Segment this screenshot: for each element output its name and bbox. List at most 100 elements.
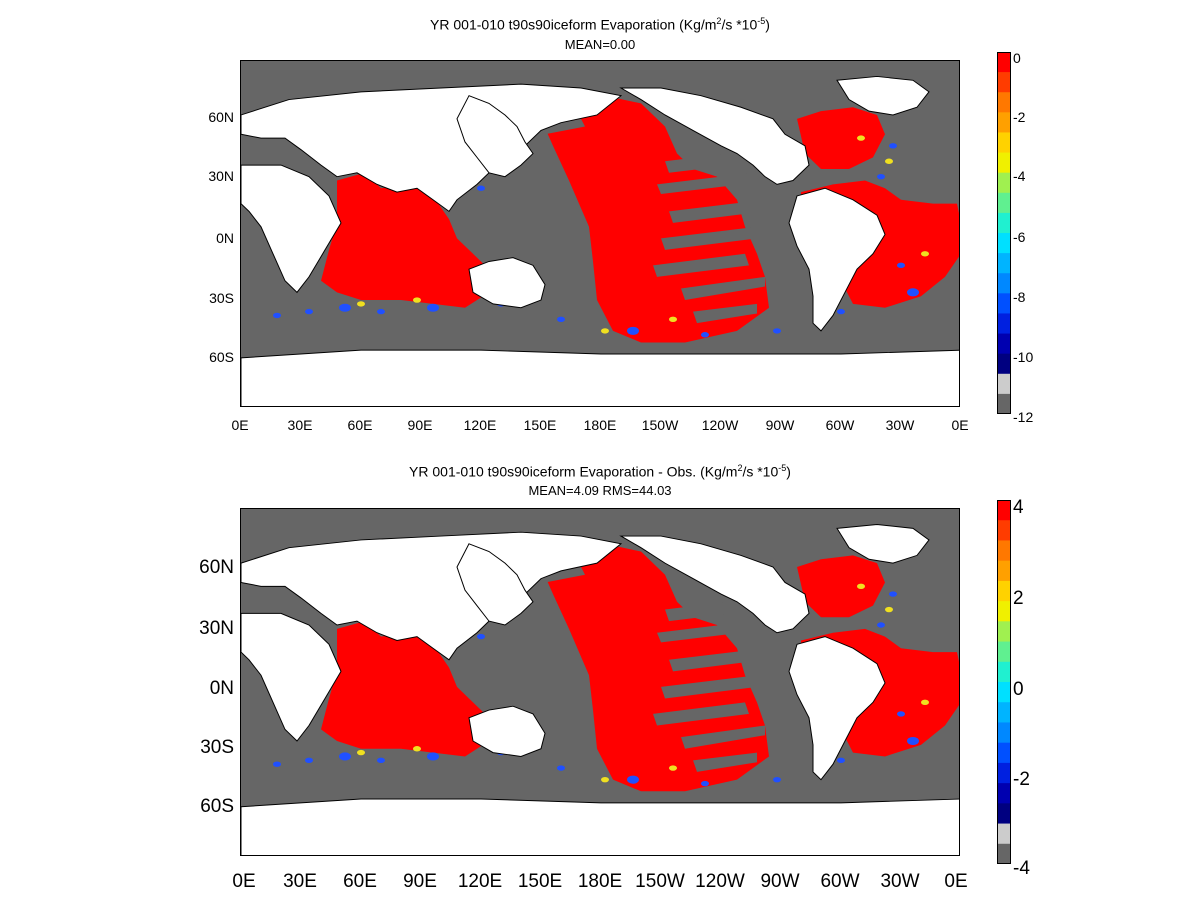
title-text: YR 001-010 t90s90iceform Evaporation - O…	[409, 463, 738, 480]
antarctica	[241, 798, 959, 855]
lat-label: 60N	[199, 557, 234, 578]
lon-label: 150W	[641, 417, 679, 433]
colorbar-label: -2	[1013, 109, 1026, 125]
continent	[468, 257, 546, 309]
lon-label: 90W	[760, 871, 800, 892]
masked-band	[653, 702, 749, 726]
continent	[788, 636, 886, 781]
colorbar-label: 2	[1013, 588, 1024, 609]
lon-label: 120E	[463, 417, 497, 433]
low-value-spot	[897, 262, 905, 269]
lon-label: 60E	[343, 871, 377, 892]
masked-band	[693, 303, 757, 324]
colorbar-segment	[997, 641, 1011, 663]
high-evaporation-region	[541, 539, 769, 792]
low-value-spot	[305, 757, 313, 764]
title-sup: 2	[716, 16, 722, 26]
mid-value-spot	[885, 158, 893, 164]
colorbar-segment	[997, 560, 1011, 582]
low-value-spot	[907, 288, 919, 297]
colorbar-label: -4	[1013, 168, 1026, 184]
lon-label: 180E	[583, 417, 617, 433]
title-sup: -5	[778, 463, 787, 473]
lon-label: 90E	[407, 417, 433, 433]
lon-label: 180E	[577, 871, 623, 892]
colorbar-label: -2	[1013, 769, 1030, 790]
colorbar-segment	[997, 500, 1011, 521]
mid-value-spot	[357, 749, 365, 756]
map-plot	[240, 508, 960, 856]
lat-label: 60S	[200, 796, 234, 817]
low-value-spot	[773, 328, 781, 334]
low-value-spot	[339, 303, 351, 312]
masked-band	[653, 253, 749, 277]
high-evaporation-region	[797, 107, 885, 169]
colorbar-segment	[997, 540, 1011, 562]
title-sup: -5	[757, 16, 766, 26]
lat-label: 0N	[209, 678, 234, 699]
mid-value-spot	[413, 297, 421, 303]
lon-label: 0E	[951, 417, 969, 433]
panel-subtitle: MEAN=0.00	[564, 37, 636, 52]
masked-band	[681, 276, 765, 301]
low-value-spot	[701, 332, 709, 338]
masked-band	[657, 172, 757, 195]
colorbar-segment	[997, 742, 1011, 764]
high-evaporation-region	[541, 91, 769, 343]
lon-label: 120W	[701, 417, 739, 433]
colorbar-segment	[997, 253, 1011, 274]
colorbar-segment	[997, 353, 1011, 375]
low-value-spot	[477, 633, 485, 640]
colorbar-segment	[997, 52, 1011, 73]
low-value-spot	[427, 303, 439, 312]
colorbar-segment	[997, 132, 1011, 154]
land-masses	[241, 75, 959, 406]
low-value-spot	[305, 308, 313, 315]
title-sup: 2	[737, 463, 743, 473]
low-value-spot	[701, 780, 709, 787]
lon-label: 60W	[820, 871, 860, 892]
mid-value-spot	[601, 776, 609, 783]
low-value-spot	[837, 757, 845, 764]
world-map	[241, 509, 959, 855]
colorbar-segment	[997, 293, 1011, 315]
masked-band	[681, 725, 765, 749]
continent	[836, 75, 930, 116]
title-text: )	[786, 463, 791, 480]
masked-band	[693, 752, 757, 772]
colorbar-segment	[997, 373, 1011, 395]
masked-band	[657, 621, 757, 643]
mid-value-spot	[857, 135, 865, 141]
low-value-spot	[477, 185, 485, 191]
masked-band	[669, 648, 765, 672]
title-text: /s *10	[721, 16, 758, 33]
colorbar-segment	[997, 702, 1011, 724]
lat-label: 60N	[208, 109, 234, 125]
continent	[836, 523, 930, 564]
lon-label: 0E	[232, 871, 256, 892]
colorbar-label: 0	[1013, 679, 1024, 700]
colorbar-segment	[997, 661, 1011, 683]
world-map	[241, 61, 959, 406]
low-value-spot	[339, 752, 351, 761]
lon-label: 30E	[283, 871, 317, 892]
colorbar-segment	[997, 393, 1011, 414]
land-masses	[241, 523, 959, 855]
mid-value-spot	[921, 699, 929, 706]
masked-band	[661, 226, 757, 250]
continent	[241, 531, 623, 661]
low-value-spot	[877, 173, 885, 180]
high-evaporation-region	[321, 621, 493, 757]
low-value-spot	[877, 622, 885, 628]
low-value-spot	[889, 591, 897, 597]
colorbar-label: -8	[1013, 289, 1026, 305]
lon-label: 120W	[695, 871, 745, 892]
low-value-spot	[627, 326, 639, 335]
low-value-spot	[627, 775, 639, 784]
low-value-spot	[837, 308, 845, 315]
colorbar-segment	[997, 152, 1011, 174]
lat-label: 30S	[209, 290, 234, 306]
low-value-spot	[907, 736, 919, 746]
colorbar	[997, 500, 1011, 864]
panel-subtitle: MEAN=4.09 RMS=44.03	[528, 483, 672, 498]
